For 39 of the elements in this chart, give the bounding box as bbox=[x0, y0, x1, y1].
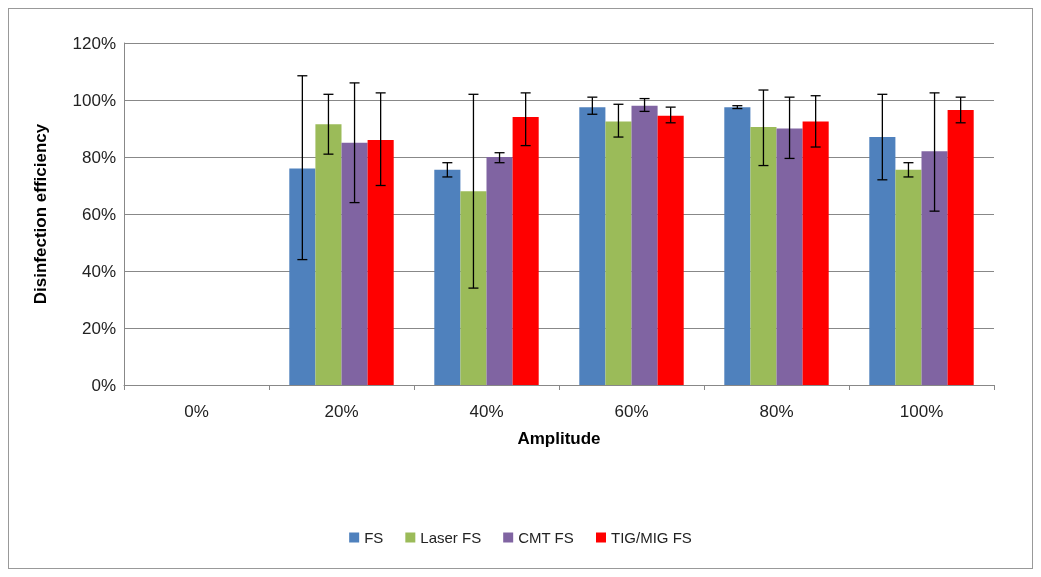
legend-label: Laser FS bbox=[420, 529, 482, 546]
y-tick-label: 120% bbox=[72, 33, 116, 53]
y-tick-label: 100% bbox=[72, 90, 116, 110]
bar bbox=[486, 157, 513, 385]
bar bbox=[367, 139, 394, 385]
y-tick-label: 40% bbox=[81, 261, 116, 281]
bar bbox=[579, 107, 606, 385]
x-tick-label: 100% bbox=[899, 402, 944, 421]
bar bbox=[750, 127, 777, 385]
x-axis-title: Amplitude bbox=[517, 429, 601, 448]
bar bbox=[434, 169, 461, 385]
bar bbox=[895, 169, 922, 385]
bar bbox=[921, 151, 948, 385]
bar bbox=[605, 121, 632, 385]
legend-label: CMT FS bbox=[518, 529, 574, 546]
bar bbox=[802, 121, 829, 385]
x-tick-label: 60% bbox=[614, 402, 649, 421]
bar bbox=[631, 105, 658, 385]
bar bbox=[776, 128, 803, 385]
y-tick-label: 0% bbox=[91, 375, 116, 395]
y-axis-title: Disinfection efficiency bbox=[31, 123, 50, 305]
x-tick-label: 40% bbox=[469, 402, 504, 421]
bar bbox=[460, 191, 487, 385]
bar bbox=[869, 137, 896, 385]
x-tick-label: 80% bbox=[759, 402, 794, 421]
bar bbox=[512, 117, 539, 385]
x-tick-label: 20% bbox=[324, 402, 359, 421]
x-tick-label: 0% bbox=[184, 402, 209, 421]
bar bbox=[657, 115, 684, 385]
bar bbox=[341, 142, 368, 385]
bar bbox=[947, 109, 974, 385]
bar bbox=[724, 107, 751, 385]
y-tick-label: 20% bbox=[81, 318, 116, 338]
bar bbox=[289, 168, 316, 385]
legend-label: TIG/MIG FS bbox=[611, 529, 692, 546]
y-tick-label: 60% bbox=[81, 204, 116, 224]
y-tick-label: 80% bbox=[81, 147, 116, 167]
legend-label: FS bbox=[364, 529, 384, 546]
bar bbox=[315, 124, 342, 385]
